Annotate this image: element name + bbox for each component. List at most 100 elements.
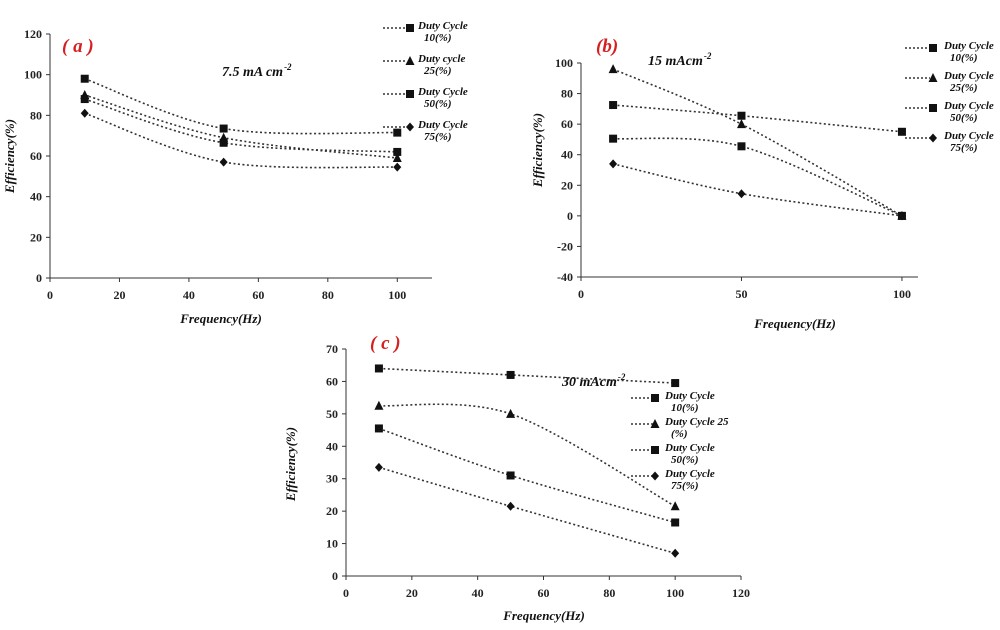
data-point <box>671 379 680 388</box>
x-tick-label: 60 <box>538 586 550 600</box>
y-tick-label: 50 <box>326 407 338 421</box>
legend-label: Duty Cycle <box>943 100 994 112</box>
legend-marker <box>406 24 414 32</box>
legend-label-unit: 50(%) <box>950 112 978 124</box>
y-axis-label: Efficiency(%) <box>283 427 298 502</box>
y-tick-label: 60 <box>326 374 338 388</box>
legend-label: Duty Cycle <box>664 468 715 480</box>
data-point <box>219 138 228 147</box>
legend-marker <box>405 56 415 65</box>
legend-label-unit: 50(%) <box>671 454 699 466</box>
panel-label: (b) <box>596 36 618 57</box>
y-tick-label: 0 <box>332 569 338 583</box>
legend-label: Duty Cycle <box>417 20 468 32</box>
legend-label-unit: 10(%) <box>671 402 699 414</box>
series-line <box>613 137 903 217</box>
data-point <box>393 162 402 172</box>
legend-label-unit: 75(%) <box>950 142 978 154</box>
x-tick-label: 20 <box>406 586 418 600</box>
data-point <box>671 518 680 527</box>
legend-marker <box>651 394 659 402</box>
x-tick-label: 60 <box>252 288 264 302</box>
y-tick-label: 40 <box>326 439 338 453</box>
data-point <box>80 74 89 83</box>
legend-label-unit: 25(%) <box>949 82 978 94</box>
data-point <box>609 159 618 169</box>
legend-marker <box>929 133 937 143</box>
data-point <box>80 108 89 118</box>
x-axis-label: Frequency(Hz) <box>753 316 836 331</box>
y-tick-label: 120 <box>24 27 42 41</box>
legend-marker <box>406 122 414 132</box>
legend-label: Duty cycle <box>417 53 465 65</box>
y-tick-label: 100 <box>24 68 42 82</box>
series-line <box>612 68 903 217</box>
y-tick-label: 70 <box>326 342 338 356</box>
data-point <box>219 124 228 133</box>
data-point <box>392 153 402 163</box>
data-point <box>608 64 618 74</box>
legend-marker <box>651 471 659 481</box>
legend-marker <box>406 90 414 98</box>
legend-label-unit: 10(%) <box>950 52 978 64</box>
legend-label-unit: 75(%) <box>671 480 699 492</box>
current-density-exponent: -2 <box>284 62 292 72</box>
y-axis-label: Efficiency(%) <box>2 119 17 194</box>
data-point <box>393 128 402 137</box>
x-tick-label: 0 <box>47 288 53 302</box>
legend-label: Duty Cycle <box>943 130 994 142</box>
y-tick-label: -40 <box>557 270 573 284</box>
x-tick-label: 0 <box>343 586 349 600</box>
series-2: Duty Cycle 50(%) <box>374 424 715 527</box>
series-line <box>84 112 398 169</box>
x-tick-label: 20 <box>113 288 125 302</box>
legend-marker <box>928 73 938 82</box>
y-tick-label: 20 <box>561 178 573 192</box>
y-tick-label: -20 <box>557 239 573 253</box>
current-density-annotation: 15 mAcm <box>648 54 703 69</box>
legend-label: Duty Cycle <box>943 40 994 52</box>
legend-marker <box>929 44 937 52</box>
legend-label: Duty Cycle <box>417 86 468 98</box>
legend-marker <box>929 104 937 112</box>
data-point <box>80 95 89 104</box>
x-tick-label: 120 <box>732 586 750 600</box>
legend-label-unit: 25(%) <box>423 65 452 77</box>
y-tick-label: 40 <box>30 190 42 204</box>
x-tick-label: 80 <box>322 288 334 302</box>
data-point <box>897 127 906 136</box>
series-line <box>84 77 398 135</box>
y-tick-label: 20 <box>326 504 338 518</box>
legend-label-unit: 10(%) <box>424 32 452 44</box>
x-tick-label: 50 <box>735 287 747 301</box>
legend-label-unit: (%) <box>671 428 688 440</box>
legend-label: Duty Cycle <box>943 70 994 82</box>
data-point <box>393 147 402 156</box>
y-tick-label: 0 <box>36 271 42 285</box>
x-tick-label: 40 <box>183 288 195 302</box>
series-line <box>84 98 398 153</box>
chart-panel-b: -40 -20 0 20 40 60 80 100 0 50 100 Frequency(Hz) Eff… <box>530 36 994 331</box>
series-line <box>84 94 398 159</box>
y-tick-label: 40 <box>561 148 573 162</box>
series-line <box>378 427 676 524</box>
data-point <box>506 408 516 418</box>
legend-marker <box>650 419 660 428</box>
current-density-exponent: -2 <box>704 51 712 61</box>
y-tick-label: 20 <box>30 230 42 244</box>
legend-marker <box>651 446 659 454</box>
legend-label: Duty Cycle 25 <box>664 416 729 428</box>
data-point <box>374 424 383 433</box>
data-point <box>897 211 906 221</box>
data-point <box>737 111 746 120</box>
data-point <box>506 471 515 480</box>
data-point <box>374 364 383 373</box>
x-tick-label: 0 <box>578 287 584 301</box>
x-tick-label: 100 <box>666 586 684 600</box>
